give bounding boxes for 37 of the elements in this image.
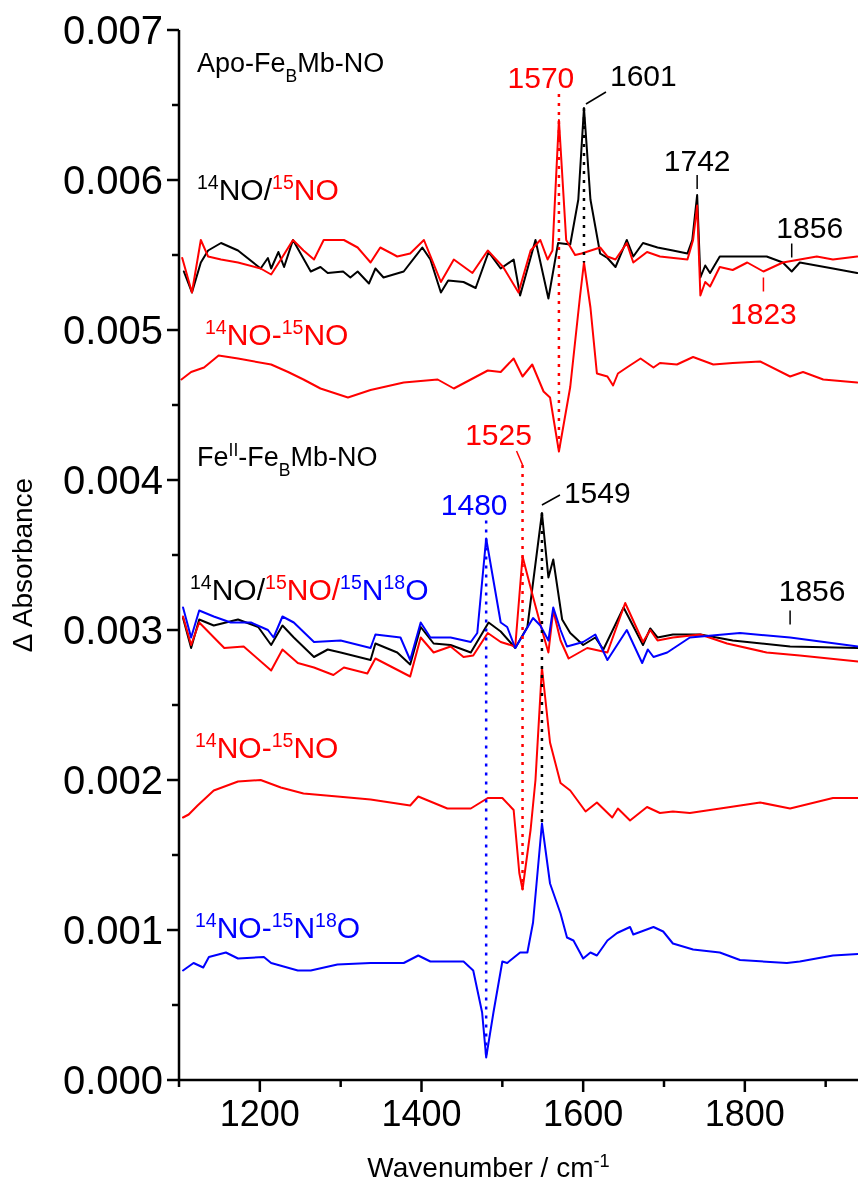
y-tick-label: 0.004 (62, 458, 163, 503)
annotation: Fe$^{II}$-Fe$_{B}$Mb-NO (197, 440, 378, 480)
line-series (182, 537, 858, 664)
annotation: $^{14}$NO/ (190, 571, 266, 606)
y-tick-label: 0.007 (62, 8, 163, 53)
line-series (182, 822, 858, 1059)
annotation: $^{14}$NO-$^{15}$NO (195, 729, 339, 764)
line-series (182, 555, 858, 678)
line-series (182, 666, 858, 891)
annotation: 1601 (609, 59, 677, 92)
y-axis-title: Δ Absorbance (7, 477, 38, 653)
annotation: Apo-Fe$_{B}$Mb-NO (197, 48, 385, 86)
y-tick-label: 0.006 (62, 158, 163, 203)
annotation: $^{14}$NO-$^{15}$N$^{18}$O (195, 909, 361, 944)
annotation: 1856 (776, 210, 844, 244)
annotation: 1549 (563, 476, 631, 509)
x-axis-title: Wavenumber / cm$^{-1}$ (367, 1151, 610, 1183)
y-tick-label: 0.002 (62, 758, 163, 803)
y-tick-label: 0.005 (62, 308, 163, 353)
y-tick-label: 0.001 (62, 908, 163, 953)
x-tick-label: 1800 (704, 1093, 785, 1134)
annotation: $^{15}$NO/ (265, 571, 341, 606)
annotation: 1823 (730, 296, 797, 330)
annotation: $^{14}$NO/ (197, 171, 273, 206)
annotation: 1742 (663, 144, 731, 177)
x-tick-label: 1400 (381, 1093, 462, 1134)
annotation: 1480 (440, 487, 508, 521)
x-tick-label: 1600 (543, 1093, 624, 1134)
y-tick-label: 0.003 (62, 608, 163, 653)
annotation: $^{14}$NO-$^{15}$NO (205, 316, 349, 351)
annotation: 1856 (778, 573, 846, 607)
annotation: $^{15}$NO (272, 171, 339, 206)
annotation: 1570 (507, 61, 575, 94)
y-tick-label: 0.000 (62, 1058, 163, 1103)
annotation: 1525 (465, 418, 532, 451)
x-tick-label: 1200 (219, 1093, 300, 1134)
annotation: $^{15}$N$^{18}$O (340, 571, 429, 606)
